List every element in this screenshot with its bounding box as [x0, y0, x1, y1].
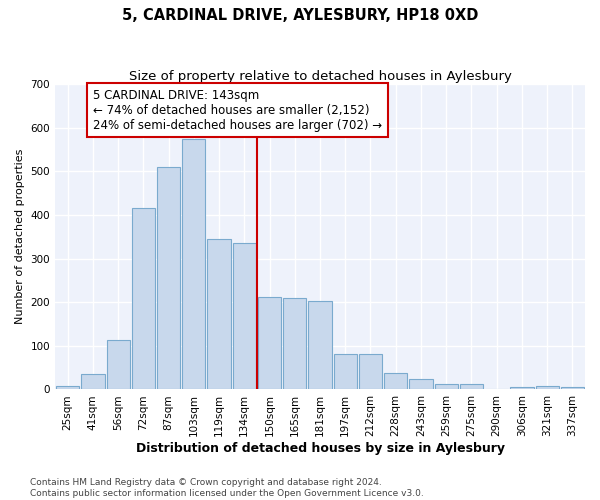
- Bar: [132, 208, 155, 390]
- Text: 5 CARDINAL DRIVE: 143sqm
← 74% of detached houses are smaller (2,152)
24% of sem: 5 CARDINAL DRIVE: 143sqm ← 74% of detach…: [93, 88, 382, 132]
- Bar: [384, 373, 407, 390]
- Bar: [434, 384, 458, 390]
- X-axis label: Distribution of detached houses by size in Aylesbury: Distribution of detached houses by size …: [136, 442, 505, 455]
- Text: 5, CARDINAL DRIVE, AYLESBURY, HP18 0XD: 5, CARDINAL DRIVE, AYLESBURY, HP18 0XD: [122, 8, 478, 22]
- Text: Contains HM Land Registry data © Crown copyright and database right 2024.
Contai: Contains HM Land Registry data © Crown c…: [30, 478, 424, 498]
- Bar: [308, 301, 332, 390]
- Bar: [233, 244, 256, 390]
- Bar: [561, 388, 584, 390]
- Bar: [182, 138, 205, 390]
- Y-axis label: Number of detached properties: Number of detached properties: [15, 149, 25, 324]
- Bar: [536, 386, 559, 390]
- Bar: [258, 297, 281, 390]
- Bar: [107, 340, 130, 390]
- Bar: [359, 354, 382, 390]
- Bar: [334, 354, 357, 390]
- Bar: [409, 378, 433, 390]
- Bar: [460, 384, 483, 390]
- Bar: [511, 388, 533, 390]
- Title: Size of property relative to detached houses in Aylesbury: Size of property relative to detached ho…: [128, 70, 511, 83]
- Bar: [283, 298, 307, 390]
- Bar: [157, 167, 180, 390]
- Bar: [81, 374, 104, 390]
- Bar: [208, 239, 230, 390]
- Bar: [56, 386, 79, 390]
